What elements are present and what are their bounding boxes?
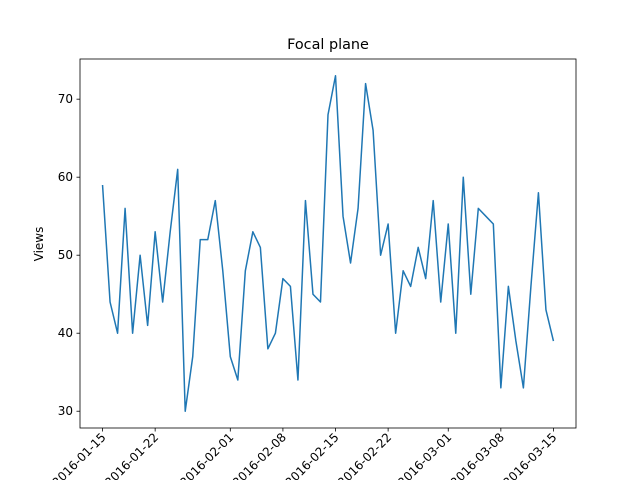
y-tick-label: 50	[58, 248, 73, 262]
data-line	[101, 75, 555, 412]
y-tick-label: 30	[58, 404, 73, 418]
plot-frame	[79, 58, 577, 429]
y-tick-label: 60	[58, 170, 73, 184]
y-tick-label: 40	[58, 326, 73, 340]
y-axis-label: Views	[32, 227, 46, 262]
y-tick-label: 70	[58, 92, 73, 106]
chart-title: Focal plane	[287, 37, 369, 53]
